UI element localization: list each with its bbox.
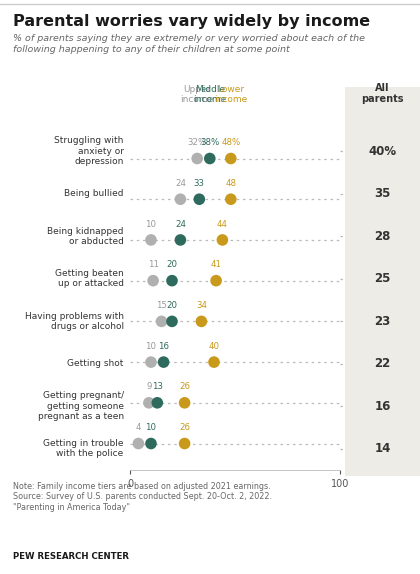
Point	[148, 439, 155, 448]
Text: Lower
income: Lower income	[214, 85, 247, 104]
Point	[148, 358, 155, 367]
Text: 10: 10	[145, 342, 157, 351]
Point	[181, 439, 188, 448]
Text: 13: 13	[152, 382, 163, 391]
Point	[148, 235, 155, 245]
Text: Being kidnapped
or abducted: Being kidnapped or abducted	[47, 227, 124, 246]
Point	[177, 235, 184, 245]
Point	[135, 439, 142, 448]
Point	[150, 276, 157, 285]
Text: 20: 20	[166, 260, 178, 269]
Text: 9: 9	[146, 382, 152, 391]
Text: Being bullied: Being bullied	[64, 189, 124, 198]
Text: 26: 26	[179, 382, 190, 391]
Point	[160, 358, 167, 367]
Text: 48: 48	[225, 179, 236, 188]
Point	[211, 358, 218, 367]
Text: 10: 10	[145, 423, 157, 432]
Text: 38%: 38%	[200, 138, 219, 147]
Text: 32%: 32%	[188, 138, 207, 147]
Text: 16: 16	[158, 342, 169, 351]
Text: 14: 14	[374, 442, 391, 455]
Text: Upper
income: Upper income	[181, 85, 214, 104]
Text: 15: 15	[156, 301, 167, 310]
Text: 20: 20	[166, 301, 178, 310]
Text: 41: 41	[210, 260, 222, 269]
Text: 24: 24	[175, 219, 186, 228]
Point	[219, 235, 226, 245]
Text: Getting in trouble
with the police: Getting in trouble with the police	[43, 439, 124, 459]
Text: 23: 23	[374, 315, 391, 328]
Text: Struggling with
anxiety or
depression: Struggling with anxiety or depression	[54, 137, 124, 166]
Text: All
parents: All parents	[361, 83, 404, 104]
Point	[228, 154, 234, 163]
Text: Having problems with
drugs or alcohol: Having problems with drugs or alcohol	[25, 312, 124, 331]
Text: 34: 34	[196, 301, 207, 310]
Point	[177, 195, 184, 204]
Point	[169, 276, 176, 285]
Point	[207, 154, 213, 163]
Text: 44: 44	[217, 219, 228, 228]
Point	[169, 317, 176, 326]
Text: Note: Family income tiers are based on adjusted 2021 earnings.
Source: Survey of: Note: Family income tiers are based on a…	[13, 482, 272, 512]
Point	[228, 195, 234, 204]
Text: 40: 40	[208, 342, 220, 351]
Text: % of parents saying they are extremely or very worried about each of the
followi: % of parents saying they are extremely o…	[13, 34, 365, 54]
Text: 25: 25	[374, 272, 391, 285]
Text: 10: 10	[145, 219, 157, 228]
Text: Getting beaten
up or attacked: Getting beaten up or attacked	[55, 269, 124, 289]
Text: 48%: 48%	[221, 138, 240, 147]
Text: Getting shot: Getting shot	[67, 359, 124, 369]
Text: PEW RESEARCH CENTER: PEW RESEARCH CENTER	[13, 552, 129, 561]
Point	[198, 317, 205, 326]
Point	[213, 276, 220, 285]
Point	[158, 317, 165, 326]
Point	[154, 398, 161, 408]
Text: Parental worries vary widely by income: Parental worries vary widely by income	[13, 14, 370, 29]
Point	[181, 398, 188, 408]
Text: 28: 28	[374, 230, 391, 243]
Text: Middle
income: Middle income	[193, 85, 226, 104]
Text: 35: 35	[374, 187, 391, 200]
Text: 22: 22	[374, 357, 391, 370]
Text: 26: 26	[179, 423, 190, 432]
Point	[194, 154, 201, 163]
Text: 16: 16	[374, 400, 391, 413]
Point	[196, 195, 203, 204]
Text: 4: 4	[136, 423, 141, 432]
Text: 40%: 40%	[368, 145, 396, 158]
Text: 11: 11	[147, 260, 159, 269]
Text: Getting pregnant/
getting someone
pregnant as a teen: Getting pregnant/ getting someone pregna…	[37, 391, 124, 421]
Text: 33: 33	[194, 179, 205, 188]
Text: 24: 24	[175, 179, 186, 188]
Point	[146, 398, 152, 408]
